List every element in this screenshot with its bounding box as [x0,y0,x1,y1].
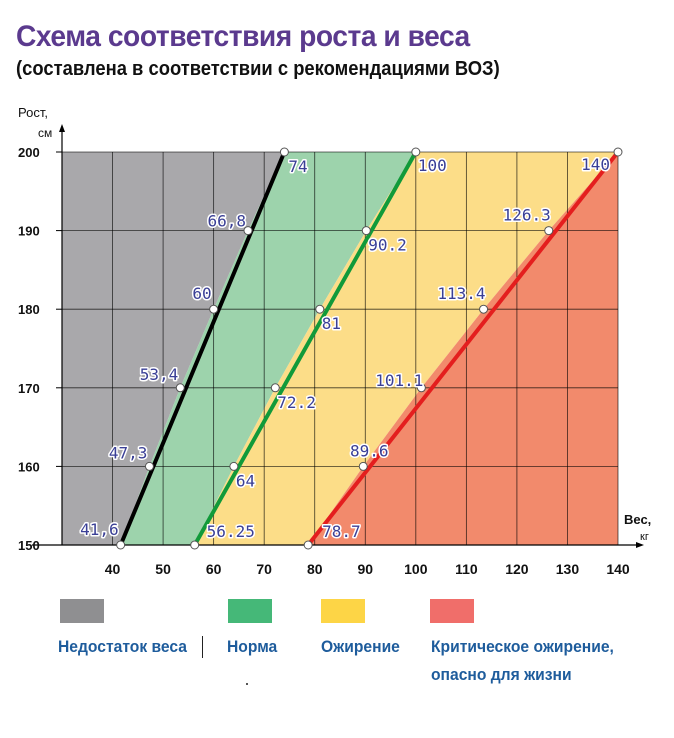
legend-label-obesity: Ожирение [321,637,400,656]
data-point [361,226,371,236]
chart-subtitle: (составлена в соответствии с рекомендаци… [16,58,500,80]
x-tick-label: 90 [357,561,373,577]
stray-dot [246,683,248,685]
data-label: 41,6 [80,520,119,539]
x-tick-label: 120 [505,561,529,577]
data-point [144,461,154,471]
zone-underweight [62,152,285,545]
data-label: 60 [192,284,211,303]
data-label: 72.2 [277,393,316,412]
data-label: 66,8 [207,212,246,231]
y-axis-arrow [59,124,65,132]
y-tick-label: 170 [18,381,40,396]
x-tick-label: 50 [155,561,171,577]
data-label: 74 [288,157,307,176]
legend-label-critical-line2: опасно для жизни [431,665,572,684]
boundary-line-normal [192,150,418,547]
boundary-line-critical [306,150,620,547]
data-label: 78.7 [322,522,361,541]
data-point [279,147,289,157]
data-point [411,147,421,157]
data-point [270,383,280,393]
x-tick-label: 130 [556,561,580,577]
boundary-line-underweight [118,150,287,547]
zone-normal [120,152,416,545]
legend-label-normal: Норма [227,637,278,656]
data-point [229,461,239,471]
data-point [209,304,219,314]
data-point [544,226,554,236]
data-label: 100 [418,156,447,175]
data-point [358,461,368,471]
x-tick-label: 70 [256,561,272,577]
data-label: 113.4 [437,284,485,303]
data-point [190,540,200,550]
legend-swatch-obesity [321,599,365,623]
x-tick-label: 100 [404,561,428,577]
data-point [303,540,313,550]
legend-separator [202,636,203,658]
data-label: 47,3 [109,443,148,462]
x-axis-unit: кг [640,531,649,543]
legend-swatch-critical [430,599,474,623]
chart-title: Схема соответствия роста и веса [16,20,470,53]
data-point [175,383,185,393]
legend-swatch-underweight [60,599,104,623]
data-label: 89.6 [350,441,389,460]
data-point [613,147,623,157]
data-point [243,226,253,236]
y-axis-title: Рост, [18,105,48,120]
y-tick-label: 160 [18,459,40,474]
x-axis-arrow [636,542,644,548]
legend-label-critical: Критическое ожирение, [431,637,614,656]
y-tick-label: 190 [18,224,40,239]
legend-swatch-normal [228,599,272,623]
x-tick-label: 140 [606,561,630,577]
data-point [416,383,426,393]
data-point [116,540,126,550]
data-label: 101.1 [375,371,423,390]
data-label: 90.2 [368,236,407,255]
zone-obesity [194,152,618,545]
y-tick-label: 180 [18,302,40,317]
data-label: 140 [581,155,610,174]
data-label: 53,4 [140,365,179,384]
y-tick-label: 200 [18,145,40,160]
y-axis-unit: см [38,126,52,140]
data-point [479,304,489,314]
x-axis-title: Вес, [624,512,651,527]
x-tick-label: 60 [206,561,222,577]
x-tick-label: 40 [105,561,121,577]
data-label: 126.3 [503,206,551,225]
data-label: 56.25 [207,522,255,541]
data-label: 81 [322,314,341,333]
data-point [315,304,325,314]
x-tick-label: 80 [307,561,323,577]
data-label: 64 [236,471,255,490]
legend-label-underweight: Недостаток веса [58,637,188,656]
y-tick-label: 150 [18,538,40,553]
x-tick-label: 110 [455,561,478,577]
